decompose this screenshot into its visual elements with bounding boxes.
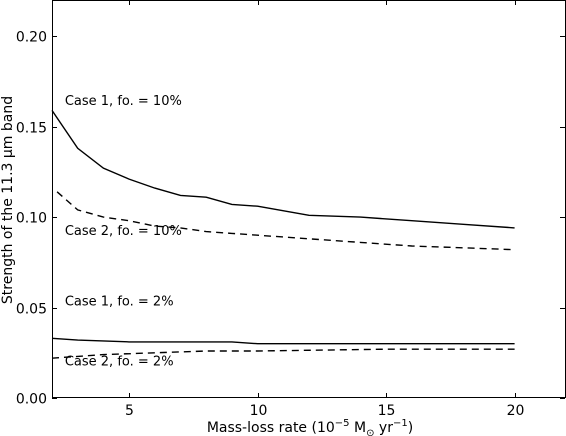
annotation-layer: Case 1, fo. = 10% Case 2, fo. = 10% Case 1… (65, 94, 182, 370)
series-layer (51, 110, 515, 359)
ticks-layer: 5 10 15 20 0.00 0.05 0.10 0.15 0.20 (16, 0, 565, 419)
annotation-label-4: Case 2, fo. = 2% (65, 354, 174, 369)
y-tick-label: 0.20 (16, 30, 47, 46)
y-tick-label: 0.10 (16, 211, 47, 227)
y-axis-label: Strength of the 11.3 μm band (0, 96, 16, 304)
annotation-label-2: Case 2, fo. = 10% (65, 224, 182, 239)
x-tick-label: 20 (507, 403, 525, 419)
y-tick-label: 0.05 (16, 302, 47, 318)
annotation-label-3: Case 1, fo. = 2% (65, 295, 174, 310)
x-tick-label: 10 (250, 403, 268, 419)
x-tick-label: 15 (378, 403, 396, 419)
x-axis-label: Mass-loss rate (10−5 M⊙ yr−1) (207, 418, 413, 436)
series-line-2 (56, 191, 515, 251)
x-tick-label: 5 (125, 403, 134, 419)
y-tick-label: 0.15 (16, 121, 47, 137)
y-tick-label: 0.00 (16, 392, 47, 408)
series-line-4 (51, 348, 515, 359)
plot-frame (52, 0, 566, 398)
series-line-1 (51, 110, 515, 229)
annotation-label-1: Case 1, fo. = 10% (65, 94, 182, 109)
series-line-3 (51, 337, 515, 345)
